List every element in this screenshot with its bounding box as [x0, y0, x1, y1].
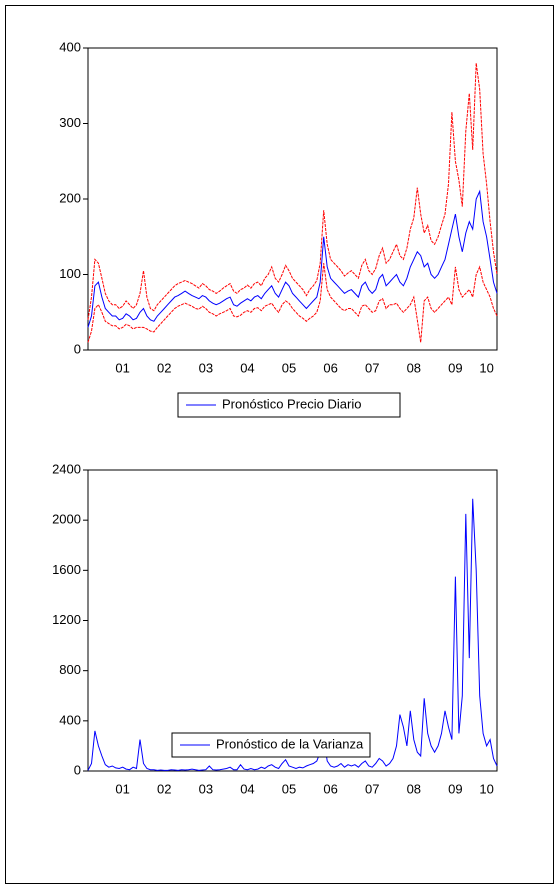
legend-box	[177, 392, 401, 418]
y-tick-label: 0	[74, 341, 81, 356]
x-tick-label: 10	[479, 360, 493, 375]
y-tick-label: 1200	[52, 612, 81, 627]
x-tick-label: 01	[115, 360, 129, 375]
x-tick-label: 07	[365, 360, 379, 375]
frame	[5, 5, 554, 884]
x-tick-label: 05	[282, 781, 296, 796]
y-tick-label: 200	[59, 190, 81, 205]
series-line	[87, 263, 498, 343]
y-tick-label: 2000	[52, 512, 81, 527]
x-tick-label: 05	[282, 360, 296, 375]
y-tick-label: 300	[59, 115, 81, 130]
y-tick-label: 400	[59, 712, 81, 727]
x-tick-label: 02	[157, 781, 171, 796]
legend-label: Pronóstico Precio Diario	[222, 396, 361, 411]
x-tick-label: 02	[157, 360, 171, 375]
y-tick-label: 1600	[52, 562, 81, 577]
y-tick-label: 100	[59, 266, 81, 281]
x-tick-label: 01	[115, 781, 129, 796]
y-tick-label: 2400	[52, 461, 81, 476]
series-line	[87, 498, 498, 771]
series-line	[87, 63, 498, 320]
x-tick-label: 10	[479, 781, 493, 796]
x-tick-label: 03	[199, 781, 213, 796]
x-tick-label: 07	[365, 781, 379, 796]
y-tick-label: 400	[59, 39, 81, 54]
x-tick-label: 09	[448, 781, 462, 796]
x-tick-label: 09	[448, 360, 462, 375]
x-tick-label: 08	[407, 781, 421, 796]
x-tick-label: 08	[407, 360, 421, 375]
y-tick-label: 0	[74, 762, 81, 777]
plot-area	[87, 469, 498, 772]
series-line	[87, 189, 498, 328]
x-tick-label: 06	[323, 360, 337, 375]
x-tick-label: 04	[240, 781, 254, 796]
legend-label: Pronóstico de la Varianza	[216, 736, 364, 751]
y-tick-label: 800	[59, 662, 81, 677]
x-tick-label: 06	[323, 781, 337, 796]
x-tick-label: 03	[199, 360, 213, 375]
x-tick-label: 04	[240, 360, 254, 375]
